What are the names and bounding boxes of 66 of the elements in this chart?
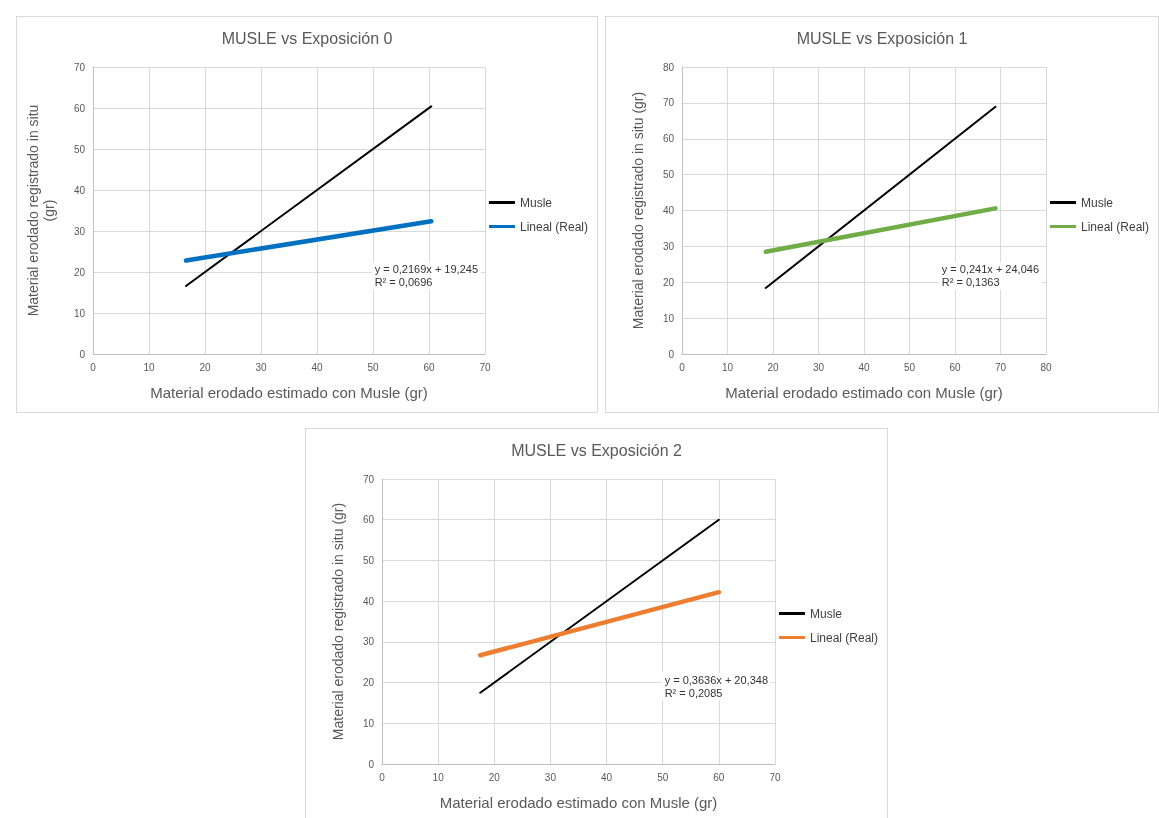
legend-label: Lineal (Real): [1080, 219, 1150, 234]
y-tick-label: 50: [662, 169, 675, 181]
chart-title: MUSLE vs Exposición 1: [796, 29, 968, 47]
y-tick-label: 20: [362, 677, 375, 689]
x-axis-title: Material erodado estimado con Musle (gr): [439, 793, 718, 811]
x-tick-label: 50: [903, 361, 916, 373]
y-tick-label: 50: [73, 143, 86, 155]
annotation: y = 0,3636x + 20,348 R² = 0,2085: [664, 674, 769, 700]
x-tick-label: 40: [601, 771, 613, 783]
y-tick-label: 30: [73, 225, 86, 237]
x-tick-label: 40: [311, 361, 323, 373]
y-tick-label: 20: [73, 266, 86, 278]
y-tick-label: 0: [79, 348, 86, 360]
x-tick-label: 30: [544, 771, 557, 783]
y-tick-label: 50: [362, 554, 375, 566]
x-axis-title: Material erodado estimado con Musle (gr): [725, 383, 1003, 401]
y-tick-label: 60: [662, 133, 675, 145]
x-tick-label: 40: [858, 361, 870, 373]
annotation: y = 0,241x + 24,046 R² = 0,1363: [941, 263, 1040, 289]
y-tick-label: 0: [668, 348, 675, 360]
legend-label: Lineal (Real): [519, 219, 589, 234]
y-tick-label: 80: [662, 61, 675, 73]
x-tick-label: 30: [812, 361, 825, 373]
x-tick-label: 0: [379, 771, 386, 783]
x-tick-label: 60: [713, 771, 725, 783]
y-axis-title: Material erodado registrado in situ (gr): [330, 502, 346, 741]
x-axis-title: Material erodado estimado con Musle (gr): [150, 383, 428, 401]
y-axis-title: Material erodado registrado in situ (gr): [630, 91, 646, 330]
y-tick-label: 0: [368, 758, 375, 770]
x-tick-label: 10: [721, 361, 734, 373]
x-tick-label: 30: [255, 361, 267, 373]
x-tick-label: 70: [479, 361, 491, 373]
x-tick-label: 60: [423, 361, 435, 373]
x-tick-label: 10: [432, 771, 445, 783]
x-tick-label: 20: [488, 771, 501, 783]
x-tick-label: 20: [767, 361, 779, 373]
legend-label: Musle: [1080, 195, 1114, 210]
legend-label: Musle: [519, 195, 553, 210]
y-tick-label: 10: [362, 717, 375, 729]
y-tick-label: 10: [73, 307, 86, 319]
x-tick-label: 10: [143, 361, 155, 373]
y-tick-label: 30: [662, 240, 675, 252]
x-tick-label: 70: [769, 771, 781, 783]
legend-label: Lineal (Real): [809, 630, 879, 645]
y-tick-label: 40: [662, 205, 675, 216]
y-tick-label: 20: [662, 276, 675, 288]
x-tick-label: 60: [949, 361, 961, 373]
x-tick-label: 0: [90, 361, 97, 373]
y-tick-label: 70: [73, 61, 86, 73]
y-tick-label: 40: [362, 595, 375, 607]
y-tick-label: 40: [73, 184, 86, 196]
y-tick-label: 60: [362, 514, 375, 526]
chart-title: MUSLE vs Exposición 0: [221, 29, 393, 47]
legend-label: Musle: [809, 606, 843, 621]
y-tick-label: 70: [662, 97, 675, 109]
y-tick-label: 60: [73, 102, 86, 114]
y-axis-title: Material erodado registrado in situ (gr): [25, 104, 57, 317]
y-tick-label: 10: [662, 312, 675, 324]
x-tick-label: 20: [199, 361, 211, 373]
chart-title: MUSLE vs Exposición 2: [511, 441, 682, 459]
x-tick-label: 0: [679, 361, 686, 373]
x-tick-label: 80: [1040, 361, 1052, 373]
y-tick-label: 70: [362, 473, 375, 485]
x-tick-label: 70: [994, 361, 1007, 373]
annotation: y = 0,2169x + 19,245 R² = 0,0696: [374, 263, 479, 289]
y-tick-label: 30: [362, 636, 375, 648]
